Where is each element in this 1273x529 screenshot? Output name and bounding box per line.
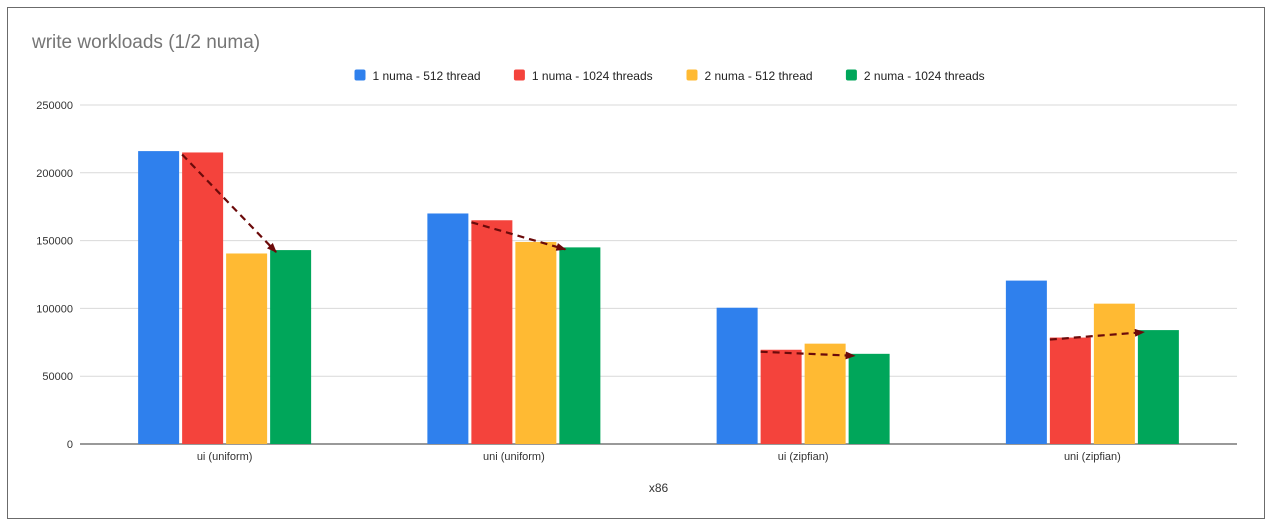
- trend-arrow: [1049, 328, 1145, 341]
- bar: [515, 241, 557, 444]
- y-tick-label: 100000: [36, 303, 73, 315]
- legend-label: 1 numa - 512 thread: [373, 69, 481, 83]
- legend-swatch: [686, 69, 698, 81]
- legend-label: 2 numa - 1024 threads: [864, 69, 985, 83]
- bar: [471, 220, 513, 444]
- y-tick-label: 250000: [36, 100, 73, 112]
- bar: [716, 307, 758, 444]
- bar: [1137, 330, 1179, 444]
- bar: [226, 253, 268, 444]
- bar: [427, 213, 469, 444]
- legend: 1 numa - 512 thread 1 numa - 1024 threads…: [354, 69, 985, 83]
- bar: [1093, 303, 1135, 444]
- y-axis-ticks: 0 50000 100000 150000 200000 250000: [36, 100, 73, 451]
- x-axis-ticks: ui (uniform) uni (uniform) ui (zipfian) uni…: [197, 451, 1121, 463]
- x-axis-title: x86: [649, 481, 669, 495]
- x-tick-label: uni (zipfian): [1064, 451, 1121, 463]
- y-tick-label: 0: [67, 439, 73, 451]
- bar: [804, 343, 846, 444]
- bar: [1005, 280, 1047, 444]
- chart-title: write workloads (1/2 numa): [32, 32, 261, 53]
- legend-swatch: [354, 69, 366, 81]
- bar: [138, 151, 180, 444]
- legend-label: 1 numa - 1024 threads: [532, 69, 653, 83]
- bar: [1049, 337, 1091, 444]
- trend-arrow: [471, 221, 567, 251]
- legend-label: 2 numa - 512 thread: [705, 69, 813, 83]
- x-tick-label: uni (uniform): [483, 451, 545, 463]
- trend-arrow: [181, 153, 277, 253]
- x-tick-label: ui (uniform): [197, 451, 253, 463]
- bar: [848, 353, 890, 444]
- bar: [182, 152, 224, 444]
- y-tick-label: 200000: [36, 168, 73, 180]
- bars: [138, 151, 1179, 444]
- bar: [760, 349, 802, 444]
- y-tick-label: 150000: [36, 236, 73, 248]
- legend-swatch: [513, 69, 525, 81]
- bar: [270, 250, 312, 444]
- bar: [559, 247, 601, 444]
- legend-swatch: [845, 69, 857, 81]
- trend-arrow: [760, 350, 856, 360]
- annotation-arrows: [181, 153, 1145, 360]
- y-tick-label: 50000: [42, 371, 73, 383]
- x-tick-label: ui (zipfian): [778, 451, 829, 463]
